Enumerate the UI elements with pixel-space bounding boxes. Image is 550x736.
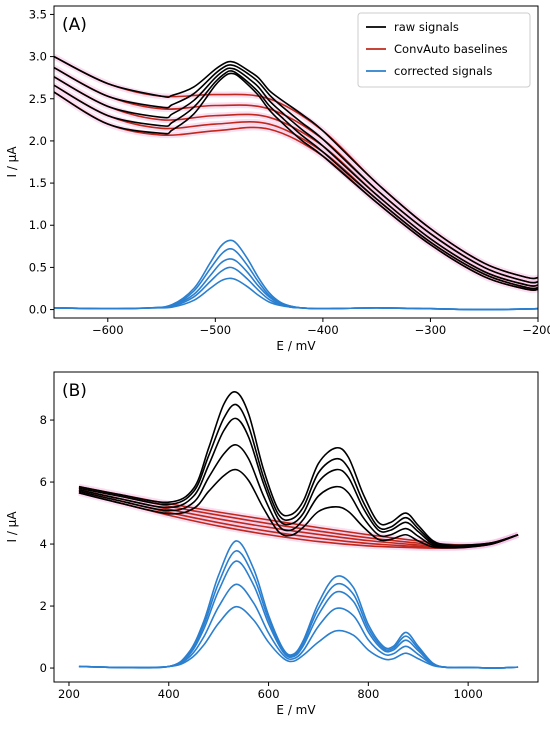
y-tick-label: 0.5 [29,260,47,274]
y-tick-label: 3.0 [29,50,47,64]
y-tick-label: 0.0 [29,303,47,317]
y-tick-label: 4 [40,537,47,551]
corrected-line [54,266,538,311]
raw-line [54,55,538,280]
raw-line [78,417,519,548]
legend-box [357,12,531,88]
raw-line [54,70,538,290]
legend-label: ConvAuto baselines [394,42,508,56]
corrected-line [78,560,519,669]
y-axis-label: I / μA [5,511,19,543]
series-layer [78,391,520,669]
y-tick-label: 2 [40,599,47,613]
raw-line [54,72,538,292]
plot-frame [53,371,539,683]
y-tick-label: 8 [40,413,47,427]
panel-1: 200 400 600 800 1000 0 2 4 6 8 E / mV I / μA (B) [5,371,539,717]
x-axis-label: E / mV [276,703,316,717]
x-tick-label: 800 [357,687,379,701]
x-tick-label: −200 [522,323,550,337]
raw-line [54,64,538,284]
x-tick-label: −500 [200,323,232,337]
plot-frame [53,5,539,319]
panel-label: (B) [62,381,87,401]
raw-line [78,391,519,547]
x-tick-label: 400 [158,687,180,701]
panel-label: (A) [62,15,87,35]
x-tick-label: −600 [92,323,124,337]
legend-label: raw signals [394,20,459,34]
corrected-line [54,277,538,311]
corrected-line [78,605,519,669]
corrected-line [78,540,519,669]
series-layer [54,53,538,311]
x-tick-label: 600 [258,687,280,701]
y-tick-label: 0 [40,661,47,675]
panel-0: −600 −500 −400 −300 −200 0.0 0.5 1.0 1.5 2.0 2.5 3.… [5,5,550,353]
y-axis-label: I / μA [5,146,19,178]
y-tick-label: 2.0 [29,134,47,148]
y-tick-label: 1.0 [29,218,47,232]
y-tick-label: 3.5 [29,7,47,21]
corrected-line [78,550,519,669]
raw-line [54,67,538,287]
legend-label: corrected signals [394,64,492,78]
raw-line [78,468,519,549]
corrected-line [78,583,519,669]
x-axis-label: E / mV [276,339,316,353]
y-tick-label: 6 [40,475,47,489]
y-tick-label: 1.5 [29,176,47,190]
x-tick-label: −300 [415,323,447,337]
x-tick-label: −400 [307,323,339,337]
y-tick-label: 2.5 [29,92,47,106]
x-tick-label: 1000 [454,687,483,701]
x-tick-label: 200 [58,687,80,701]
raw-line [78,403,519,547]
raw-line [78,444,519,548]
legend: raw signals ConvAuto baselines corrected s… [357,12,531,88]
